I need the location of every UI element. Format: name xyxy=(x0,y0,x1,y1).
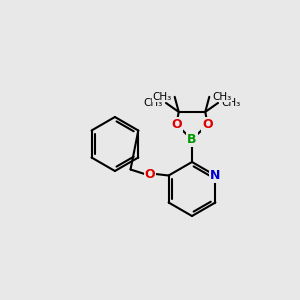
Text: N: N xyxy=(210,169,220,182)
Text: CH₃: CH₃ xyxy=(221,98,240,108)
Text: O: O xyxy=(145,167,155,181)
Text: B: B xyxy=(187,133,197,146)
Text: CH₃: CH₃ xyxy=(152,92,172,102)
Text: O: O xyxy=(171,118,182,131)
Text: CH₃: CH₃ xyxy=(144,98,163,108)
Text: O: O xyxy=(202,118,213,131)
Text: CH₃: CH₃ xyxy=(212,92,232,102)
